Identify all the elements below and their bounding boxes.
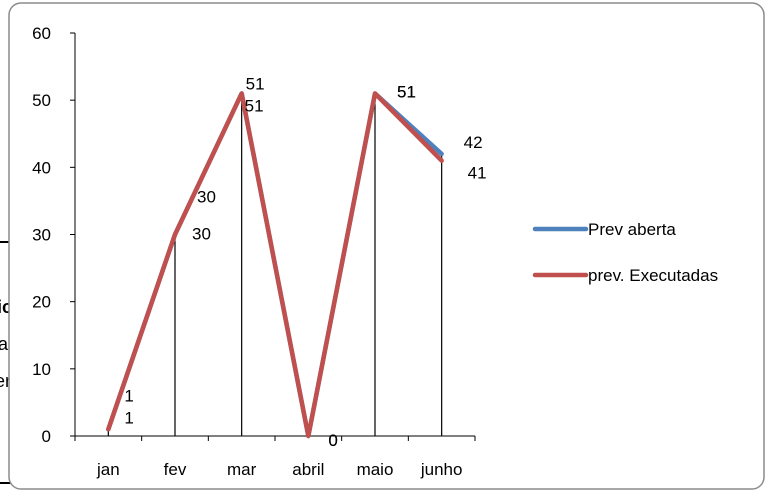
data-label: 41 [468,164,487,183]
series-lines [106,91,444,439]
x-tick-label: maio [357,460,394,479]
legend: Prev aberta prev. Executadas [532,220,718,285]
x-tick-label: jan [96,460,120,479]
data-label: 51 [397,82,416,101]
data-label: 1 [124,408,133,427]
series-line-2 [106,91,444,439]
data-label: 1 [124,386,133,405]
data-label: 0 [328,431,337,450]
x-tick-label: abril [292,460,324,479]
legend-label-2: prev. Executadas [588,266,718,285]
data-label: 30 [197,188,216,207]
drop-lines [107,93,443,436]
data-label: 51 [397,82,416,101]
y-tick-label: 0 [42,427,51,446]
y-tick-label: 10 [32,360,51,379]
y-tick-label: 40 [32,158,51,177]
background-fragment-3: er [0,371,11,391]
x-tick-label: mar [227,460,257,479]
x-tick-label: junho [420,460,463,479]
y-tick-label: 20 [32,293,51,312]
background-fragment-2: a [0,334,9,354]
legend-label-1: Prev aberta [588,220,676,239]
data-label: 42 [464,133,483,152]
chart-frame [8,2,765,490]
y-tick-label: 50 [32,91,51,110]
x-tick-label: fev [164,460,187,479]
y-tick-label: 60 [32,24,51,43]
y-tick-label: 30 [32,226,51,245]
data-label: 51 [245,96,264,115]
data-label: 51 [246,74,265,93]
data-label: 0 [328,431,337,450]
data-label: 30 [192,225,211,244]
